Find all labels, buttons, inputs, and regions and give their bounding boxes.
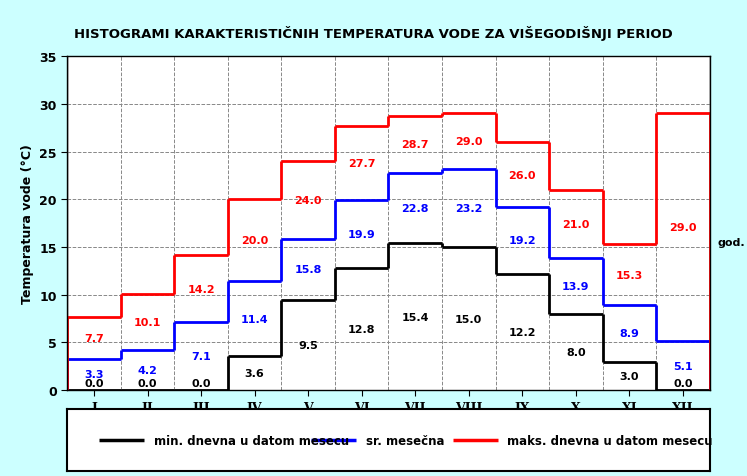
Text: 14.2: 14.2: [187, 284, 215, 294]
Text: 11.4: 11.4: [241, 314, 268, 324]
Text: 15.4: 15.4: [401, 312, 429, 322]
Text: 24.0: 24.0: [294, 196, 322, 206]
Text: 19.2: 19.2: [509, 236, 536, 246]
Text: 21.0: 21.0: [562, 219, 589, 229]
Text: 0.0: 0.0: [84, 378, 104, 387]
Text: 7.7: 7.7: [84, 333, 104, 343]
Text: 20.0: 20.0: [241, 236, 268, 246]
Text: 15.3: 15.3: [616, 270, 643, 280]
Text: 0.0: 0.0: [191, 378, 211, 387]
Text: sr. mesečna: sr. mesečna: [366, 434, 444, 447]
Text: 19.9: 19.9: [348, 230, 376, 239]
Text: 23.2: 23.2: [455, 204, 483, 213]
Text: 29.0: 29.0: [455, 137, 483, 147]
Text: 10.1: 10.1: [134, 317, 161, 327]
Text: 5.1: 5.1: [673, 361, 692, 371]
Text: 9.5: 9.5: [298, 340, 318, 350]
Y-axis label: Temperatura vode (°C): Temperatura vode (°C): [21, 144, 34, 304]
Text: 12.2: 12.2: [509, 327, 536, 337]
Text: 7.1: 7.1: [191, 352, 211, 361]
Text: 15.8: 15.8: [294, 265, 322, 275]
Text: 3.0: 3.0: [619, 371, 639, 381]
Text: god.: god.: [718, 238, 746, 247]
Text: 8.0: 8.0: [566, 347, 586, 357]
Text: 29.0: 29.0: [669, 223, 697, 233]
Text: 3.3: 3.3: [84, 370, 104, 379]
Text: 8.9: 8.9: [619, 329, 639, 338]
Text: 13.9: 13.9: [562, 281, 589, 291]
Text: 0.0: 0.0: [137, 378, 158, 387]
Text: HISTOGRAMI KARAKTERISTIČNIH TEMPERATURA VODE ZA VIŠEGODIŠNJI PERIOD: HISTOGRAMI KARAKTERISTIČNIH TEMPERATURA …: [74, 26, 673, 41]
Text: min. dnevna u datom mesecu: min. dnevna u datom mesecu: [154, 434, 349, 447]
Text: 22.8: 22.8: [401, 204, 429, 213]
Text: 27.7: 27.7: [348, 159, 376, 169]
Text: 4.2: 4.2: [137, 366, 158, 375]
Text: 12.8: 12.8: [348, 325, 376, 334]
Text: 0.0: 0.0: [673, 378, 692, 387]
Text: 15.0: 15.0: [455, 314, 483, 324]
Text: maks. dnevna u datom mesecu: maks. dnevna u datom mesecu: [507, 434, 713, 447]
Text: 26.0: 26.0: [509, 170, 536, 180]
Text: 3.6: 3.6: [245, 368, 264, 378]
Text: 28.7: 28.7: [401, 140, 429, 150]
